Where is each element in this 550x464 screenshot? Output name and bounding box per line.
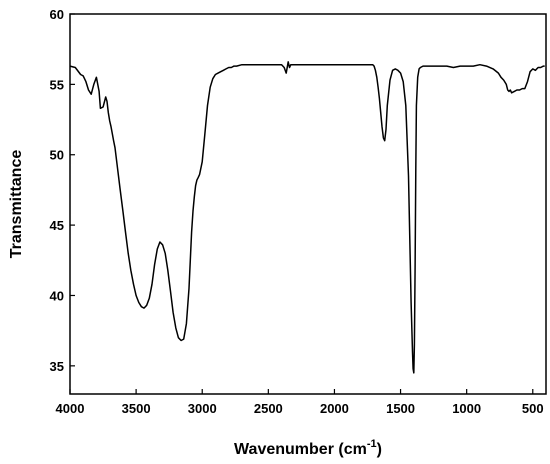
y-axis-ticks: 35 40 45 50 55 60 [50, 7, 75, 374]
y-tick-label: 40 [50, 288, 64, 303]
x-axis-title: Wavenumber (cm-1) [234, 438, 382, 458]
x-axis-title-main: Wavenumber (cm [234, 441, 367, 458]
x-axis-title-close: ) [377, 441, 382, 458]
x-tick-label: 2500 [254, 401, 283, 416]
plot-frame [69, 13, 547, 395]
x-tick-label: 3000 [188, 401, 217, 416]
x-tick-label: 3500 [122, 401, 151, 416]
y-tick-label: 60 [50, 7, 64, 22]
y-tick-label: 45 [50, 218, 64, 233]
x-tick-label: 1000 [452, 401, 481, 416]
x-axis-ticks: 4000 3500 3000 2500 2000 1500 1000 500 [56, 389, 544, 416]
transmittance-series-line [69, 61, 545, 374]
y-tick-label: 35 [50, 359, 64, 374]
x-tick-label: 500 [522, 401, 544, 416]
y-tick-label: 55 [50, 77, 64, 92]
x-tick-label: 2000 [320, 401, 349, 416]
y-tick-label: 50 [50, 148, 64, 163]
x-axis-title-superscript: -1 [367, 438, 377, 450]
x-tick-label: 1500 [386, 401, 415, 416]
x-tick-label: 4000 [56, 401, 85, 416]
y-axis-title: Transmittance [8, 150, 25, 259]
